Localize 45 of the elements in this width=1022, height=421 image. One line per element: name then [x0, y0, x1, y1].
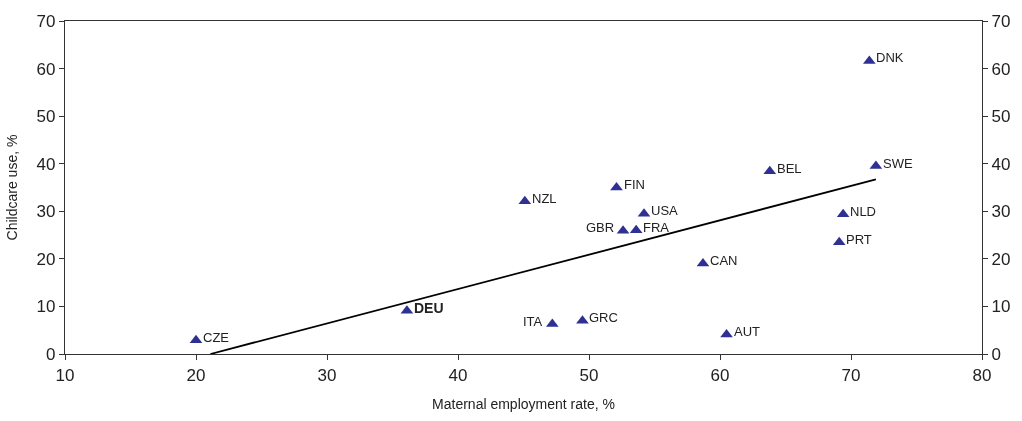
y-axis-title: Childcare use, %	[4, 134, 21, 241]
y2-tick-label: 50	[991, 107, 1011, 127]
y-tick-label: 50	[36, 107, 56, 127]
annotation: DNK	[876, 50, 904, 65]
y-tick-label: 60	[36, 59, 56, 79]
x-tick-label: 30	[317, 365, 337, 385]
y2-tick-label: 60	[991, 59, 1011, 79]
x-tick-label: 70	[841, 365, 861, 385]
y2-tick-label: 70	[991, 11, 1011, 31]
y2-tick-label: 30	[991, 202, 1011, 222]
annotation: ITA	[523, 314, 543, 329]
annotation: GRC	[589, 310, 618, 325]
y-tick-label: 20	[36, 249, 56, 269]
point	[518, 195, 532, 205]
y2-tick-label: 20	[991, 249, 1011, 269]
y-tick-label: 10	[36, 297, 56, 317]
annotation: PRT	[846, 232, 872, 247]
annotation: NZL	[532, 191, 557, 206]
y-tick-label: 30	[36, 202, 56, 222]
point	[763, 165, 777, 175]
annotation: NLD	[850, 204, 877, 219]
y-tick-label: 40	[36, 154, 56, 174]
annotation: GBR	[586, 220, 615, 235]
y-tick-label: 70	[36, 11, 56, 31]
x-tick-label: 60	[710, 365, 730, 385]
x-tick-label: 50	[579, 365, 599, 385]
annotation: AUT	[734, 324, 761, 339]
annotation: USA	[651, 203, 679, 218]
x-tick-label: 80	[972, 365, 992, 385]
y-tick-label: 0	[46, 344, 56, 364]
y2-tick-label: 0	[991, 344, 1001, 364]
y2-tick-label: 40	[991, 154, 1011, 174]
annotation: FRA	[643, 220, 670, 235]
annotation: CZE	[203, 330, 230, 345]
annotation: DEU	[414, 300, 444, 316]
annotation: BEL	[777, 161, 802, 176]
point	[629, 224, 643, 234]
x-axis-title: Maternal employment rate, %	[432, 395, 615, 412]
x-tick-label: 20	[186, 365, 206, 385]
x-tick-label: 10	[55, 365, 75, 385]
annotation: CAN	[710, 253, 738, 268]
y2-tick-label: 10	[991, 297, 1011, 317]
annotation: SWE	[883, 156, 913, 171]
x-tick-label: 40	[448, 365, 468, 385]
annotation: FIN	[624, 177, 645, 192]
